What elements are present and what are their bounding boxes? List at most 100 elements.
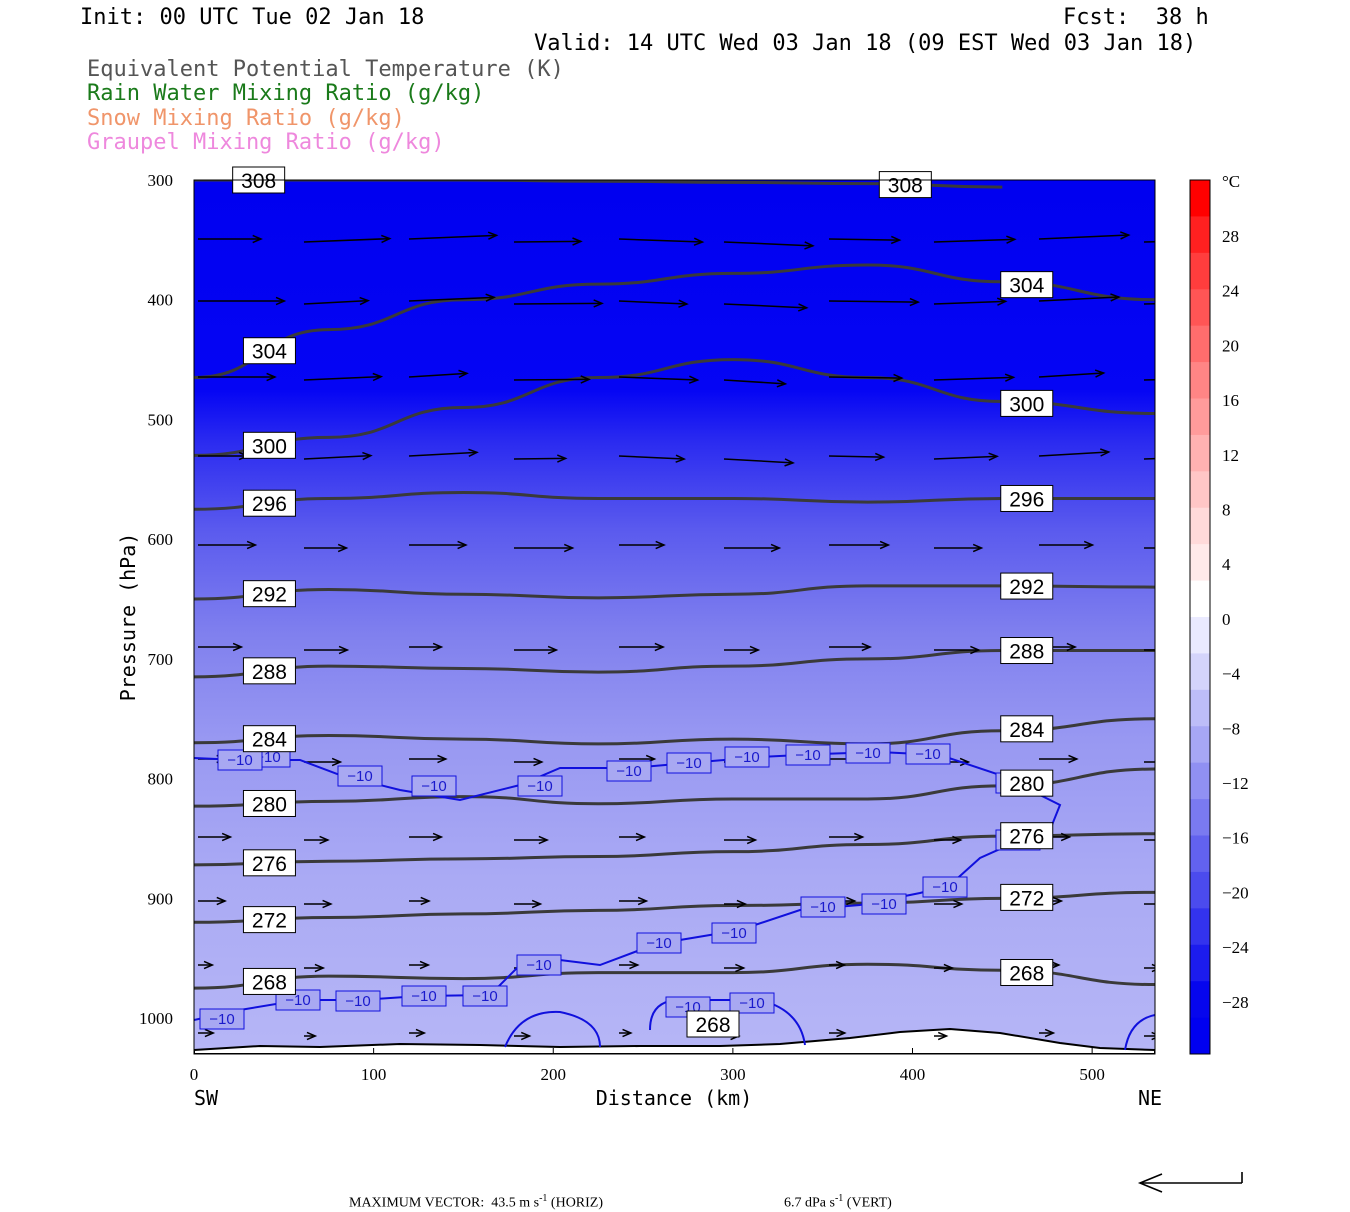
wind-vector	[723, 303, 807, 309]
valid-time: Valid: 14 UTC Wed 03 Jan 18 (09 EST Wed …	[534, 31, 1197, 56]
wind-vector-head	[1066, 642, 1078, 652]
wind-vector-head	[1052, 896, 1064, 906]
vert-vector-text: 6.7 dPa s-1 (VERT)	[777, 1177, 892, 1212]
wind-vector-head	[893, 373, 904, 383]
legend-rain: Rain Water Mixing Ratio (g/kg)	[87, 81, 485, 106]
wind-vector	[828, 238, 900, 241]
wind-vector-head	[331, 757, 343, 767]
wind-vector-head	[637, 896, 649, 906]
y-tick-label: 600	[148, 530, 174, 549]
colorbar-swatch	[1190, 871, 1210, 909]
temp-label-box	[861, 893, 907, 915]
vert-exp: -1	[834, 1193, 844, 1204]
contour-label-box	[1000, 769, 1054, 797]
theta-e-contour-296	[194, 490, 1155, 511]
theta-e-contour-276	[194, 832, 1155, 867]
contour-label: 296	[1009, 488, 1044, 511]
wind-vector-head	[629, 960, 640, 970]
contour-label-box	[242, 337, 296, 365]
wind-vector-head	[890, 235, 902, 245]
wind-vector-head	[432, 832, 444, 842]
contour-label-box	[686, 1010, 740, 1038]
wind-vector-head	[437, 754, 448, 764]
wind-vector	[513, 378, 590, 381]
y-tick-label: 1000	[139, 1009, 173, 1028]
wind-vector	[1038, 451, 1109, 457]
contour-label: 292	[1009, 576, 1044, 599]
colorbar-swatch	[1190, 1017, 1210, 1055]
wind-vector-head	[420, 896, 431, 906]
legend-graupel: Graupel Mixing Ratio (g/kg)	[87, 130, 445, 155]
wind-vector-head	[784, 458, 795, 467]
y-tick-label: 500	[148, 410, 174, 429]
colorbar-swatch	[1190, 799, 1210, 836]
x-tick-label: 400	[900, 1065, 926, 1084]
wind-vector	[513, 457, 566, 460]
wind-vector	[408, 234, 497, 240]
theta-e-contour-292	[194, 584, 1155, 601]
wind-vector-head	[970, 645, 981, 655]
temp-label-box	[199, 1008, 245, 1030]
temp-label-box	[335, 990, 381, 1012]
wind-vector-head	[381, 234, 392, 244]
temp-label: −10	[871, 896, 896, 913]
wind-vector-head	[675, 454, 687, 463]
wind-vector-head	[468, 448, 479, 457]
colorbar-swatch	[1190, 325, 1210, 363]
contour-label: 292	[252, 584, 287, 607]
x-tick-label: 500	[1079, 1065, 1105, 1084]
contour-label-box	[1000, 637, 1054, 665]
contour-label: 308	[888, 175, 923, 198]
wind-vector	[408, 451, 477, 457]
colorbar-unit: °C	[1222, 172, 1240, 191]
contour-label-box	[242, 489, 296, 517]
wind-vector-head	[846, 896, 857, 906]
colorbar-swatch	[1190, 653, 1210, 691]
wind-vector	[513, 240, 581, 243]
temp-label-box	[800, 896, 846, 918]
contour-label: 300	[252, 435, 287, 458]
contour-label-box	[242, 967, 296, 995]
wind-vector-head	[909, 297, 921, 307]
wind-vector-head	[735, 963, 746, 973]
wind-vector	[933, 300, 1006, 305]
colorbar-swatch	[1190, 762, 1210, 800]
temp-label: −10	[676, 755, 701, 772]
colorbar-swatch	[1190, 835, 1210, 873]
temperature-labels: −10 −10 −10 −10 −10 −10 −10 −10 −10 −10 −10 −10 −10 −…	[199, 742, 1041, 1030]
wind-vector-head	[655, 540, 666, 550]
plot-area	[194, 180, 1155, 1054]
y-tick-label: 900	[148, 889, 174, 908]
temp-label: −10	[721, 925, 746, 942]
wind-vector-head	[693, 237, 705, 246]
wind-vector-head	[953, 899, 964, 909]
contour-label-box	[1000, 958, 1054, 986]
contour-label-box	[1000, 822, 1054, 850]
wind-vector-head	[520, 1031, 532, 1041]
wind-vector	[723, 241, 813, 247]
temp-label-box	[517, 775, 563, 797]
y-tick-label: 300	[148, 171, 174, 190]
colorbar-swatch	[1190, 908, 1210, 946]
temp-label-box	[337, 765, 383, 787]
wind-vector-head	[1083, 540, 1095, 550]
wind-vector-head	[836, 1028, 847, 1038]
wind-vector-head	[319, 835, 330, 845]
wind-vector	[618, 300, 687, 305]
colorbar-swatch	[1190, 289, 1210, 327]
temp-label: −10	[227, 752, 252, 769]
temp-label-box	[785, 744, 831, 766]
wind-vector	[1143, 303, 1155, 305]
wind-vector-head	[1110, 293, 1121, 302]
wind-vector-head	[654, 642, 666, 652]
temp-label-box	[905, 743, 951, 765]
wind-vector-head	[1167, 758, 1175, 765]
wind-vector-head	[635, 832, 647, 842]
contour-label-box	[878, 171, 932, 199]
wind-vector-head	[1175, 646, 1183, 653]
colorbar-swatch	[1190, 580, 1210, 618]
temp-label: −10	[285, 992, 310, 1009]
theta-e-contour-288	[194, 649, 1155, 679]
vert-tag: (VERT)	[846, 1195, 892, 1211]
colorbar-swatch	[1190, 944, 1210, 982]
